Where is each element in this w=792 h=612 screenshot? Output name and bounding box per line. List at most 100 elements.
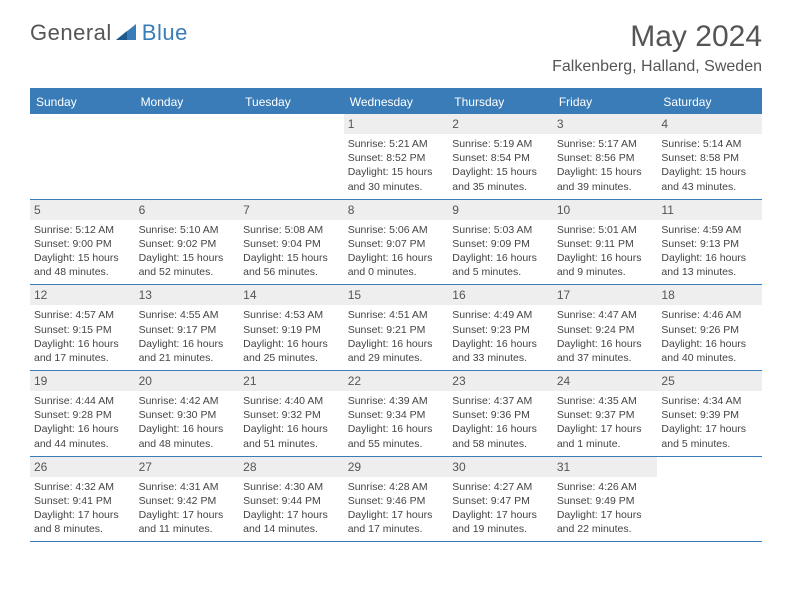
day-number: 27	[135, 457, 240, 477]
calendar-day-cell: 13 Sunrise: 4:55 AMSunset: 9:17 PMDayligh…	[135, 285, 240, 370]
day-number: 8	[344, 200, 449, 220]
day-number: 5	[30, 200, 135, 220]
logo-text-general: General	[30, 20, 112, 46]
weekday-header-row: SundayMondayTuesdayWednesdayThursdayFrid…	[30, 90, 762, 114]
day-number: 16	[448, 285, 553, 305]
weekday-header: Wednesday	[344, 90, 449, 114]
logo: General Blue	[30, 20, 188, 46]
calendar-week-row: 1 Sunrise: 5:21 AMSunset: 8:52 PMDaylight…	[30, 114, 762, 200]
day-number: 29	[344, 457, 449, 477]
month-title: May 2024	[552, 20, 762, 54]
calendar-day-cell	[30, 114, 135, 199]
calendar-day-cell: 24 Sunrise: 4:35 AMSunset: 9:37 PMDayligh…	[553, 371, 658, 456]
calendar-day-cell: 9 Sunrise: 5:03 AMSunset: 9:09 PMDaylight…	[448, 200, 553, 285]
day-sun-info: Sunrise: 4:51 AMSunset: 9:21 PMDaylight:…	[348, 308, 445, 365]
day-sun-info: Sunrise: 4:31 AMSunset: 9:42 PMDaylight:…	[139, 480, 236, 537]
day-sun-info: Sunrise: 5:17 AMSunset: 8:56 PMDaylight:…	[557, 137, 654, 194]
calendar-day-cell	[657, 457, 762, 542]
day-sun-info: Sunrise: 4:40 AMSunset: 9:32 PMDaylight:…	[243, 394, 340, 451]
weekday-header: Monday	[135, 90, 240, 114]
calendar-day-cell: 21 Sunrise: 4:40 AMSunset: 9:32 PMDayligh…	[239, 371, 344, 456]
day-sun-info: Sunrise: 5:12 AMSunset: 9:00 PMDaylight:…	[34, 223, 131, 280]
day-sun-info: Sunrise: 4:27 AMSunset: 9:47 PMDaylight:…	[452, 480, 549, 537]
day-sun-info: Sunrise: 4:37 AMSunset: 9:36 PMDaylight:…	[452, 394, 549, 451]
day-number: 13	[135, 285, 240, 305]
day-sun-info: Sunrise: 4:28 AMSunset: 9:46 PMDaylight:…	[348, 480, 445, 537]
calendar-week-row: 5 Sunrise: 5:12 AMSunset: 9:00 PMDaylight…	[30, 200, 762, 286]
calendar-day-cell	[239, 114, 344, 199]
day-number: 25	[657, 371, 762, 391]
day-sun-info: Sunrise: 4:49 AMSunset: 9:23 PMDaylight:…	[452, 308, 549, 365]
calendar-day-cell: 23 Sunrise: 4:37 AMSunset: 9:36 PMDayligh…	[448, 371, 553, 456]
day-number: 31	[553, 457, 658, 477]
day-number: 2	[448, 114, 553, 134]
day-number: 23	[448, 371, 553, 391]
day-sun-info: Sunrise: 4:39 AMSunset: 9:34 PMDaylight:…	[348, 394, 445, 451]
weekday-header: Friday	[553, 90, 658, 114]
day-number: 11	[657, 200, 762, 220]
weekday-header: Thursday	[448, 90, 553, 114]
day-number: 19	[30, 371, 135, 391]
day-sun-info: Sunrise: 5:06 AMSunset: 9:07 PMDaylight:…	[348, 223, 445, 280]
day-number: 9	[448, 200, 553, 220]
calendar: SundayMondayTuesdayWednesdayThursdayFrid…	[30, 88, 762, 542]
calendar-day-cell: 29 Sunrise: 4:28 AMSunset: 9:46 PMDayligh…	[344, 457, 449, 542]
calendar-day-cell: 8 Sunrise: 5:06 AMSunset: 9:07 PMDaylight…	[344, 200, 449, 285]
calendar-day-cell: 10 Sunrise: 5:01 AMSunset: 9:11 PMDayligh…	[553, 200, 658, 285]
day-sun-info: Sunrise: 5:21 AMSunset: 8:52 PMDaylight:…	[348, 137, 445, 194]
day-number: 14	[239, 285, 344, 305]
day-sun-info: Sunrise: 5:01 AMSunset: 9:11 PMDaylight:…	[557, 223, 654, 280]
logo-sail-icon	[116, 24, 138, 42]
calendar-day-cell: 30 Sunrise: 4:27 AMSunset: 9:47 PMDayligh…	[448, 457, 553, 542]
day-sun-info: Sunrise: 4:44 AMSunset: 9:28 PMDaylight:…	[34, 394, 131, 451]
calendar-week-row: 19 Sunrise: 4:44 AMSunset: 9:28 PMDayligh…	[30, 371, 762, 457]
day-number: 21	[239, 371, 344, 391]
weekday-header: Tuesday	[239, 90, 344, 114]
location-text: Falkenberg, Halland, Sweden	[552, 58, 762, 76]
day-sun-info: Sunrise: 4:47 AMSunset: 9:24 PMDaylight:…	[557, 308, 654, 365]
calendar-day-cell: 20Sunrise: 4:42 AMSunset: 9:30 PMDayligh…	[135, 371, 240, 456]
day-number: 18	[657, 285, 762, 305]
calendar-day-cell: 17Sunrise: 4:47 AMSunset: 9:24 PMDayligh…	[553, 285, 658, 370]
calendar-week-row: 12Sunrise: 4:57 AMSunset: 9:15 PMDayligh…	[30, 285, 762, 371]
day-sun-info: Sunrise: 4:55 AMSunset: 9:17 PMDaylight:…	[139, 308, 236, 365]
day-sun-info: Sunrise: 4:42 AMSunset: 9:30 PMDaylight:…	[139, 394, 236, 451]
weekday-header: Sunday	[30, 90, 135, 114]
calendar-day-cell: 12Sunrise: 4:57 AMSunset: 9:15 PMDayligh…	[30, 285, 135, 370]
calendar-day-cell: 14Sunrise: 4:53 AMSunset: 9:19 PMDayligh…	[239, 285, 344, 370]
calendar-day-cell	[135, 114, 240, 199]
day-sun-info: Sunrise: 4:35 AMSunset: 9:37 PMDaylight:…	[557, 394, 654, 451]
title-block: May 2024 Falkenberg, Halland, Sweden	[552, 20, 762, 76]
calendar-day-cell: 26 Sunrise: 4:32 AMSunset: 9:41 PMDayligh…	[30, 457, 135, 542]
calendar-day-cell: 2Sunrise: 5:19 AMSunset: 8:54 PMDaylight…	[448, 114, 553, 199]
day-sun-info: Sunrise: 4:57 AMSunset: 9:15 PMDaylight:…	[34, 308, 131, 365]
calendar-day-cell: 28Sunrise: 4:30 AMSunset: 9:44 PMDayligh…	[239, 457, 344, 542]
calendar-day-cell: 31 Sunrise: 4:26 AMSunset: 9:49 PMDayligh…	[553, 457, 658, 542]
day-sun-info: Sunrise: 5:10 AMSunset: 9:02 PMDaylight:…	[139, 223, 236, 280]
calendar-day-cell: 7 Sunrise: 5:08 AMSunset: 9:04 PMDaylight…	[239, 200, 344, 285]
logo-text-blue: Blue	[142, 20, 188, 46]
day-sun-info: Sunrise: 4:46 AMSunset: 9:26 PMDaylight:…	[661, 308, 758, 365]
day-sun-info: Sunrise: 5:03 AMSunset: 9:09 PMDaylight:…	[452, 223, 549, 280]
day-sun-info: Sunrise: 4:32 AMSunset: 9:41 PMDaylight:…	[34, 480, 131, 537]
header: General Blue May 2024 Falkenberg, Hallan…	[0, 0, 792, 82]
day-sun-info: Sunrise: 4:26 AMSunset: 9:49 PMDaylight:…	[557, 480, 654, 537]
day-number: 24	[553, 371, 658, 391]
day-number: 1	[344, 114, 449, 134]
calendar-day-cell: 1 Sunrise: 5:21 AMSunset: 8:52 PMDaylight…	[344, 114, 449, 199]
calendar-day-cell: 15Sunrise: 4:51 AMSunset: 9:21 PMDayligh…	[344, 285, 449, 370]
day-sun-info: Sunrise: 4:34 AMSunset: 9:39 PMDaylight:…	[661, 394, 758, 451]
day-number: 28	[239, 457, 344, 477]
day-number: 22	[344, 371, 449, 391]
day-number: 7	[239, 200, 344, 220]
calendar-day-cell: 6Sunrise: 5:10 AMSunset: 9:02 PMDaylight…	[135, 200, 240, 285]
weekday-header: Saturday	[657, 90, 762, 114]
day-number: 30	[448, 457, 553, 477]
calendar-body: 1 Sunrise: 5:21 AMSunset: 8:52 PMDaylight…	[30, 114, 762, 542]
day-number: 3	[553, 114, 658, 134]
day-number: 10	[553, 200, 658, 220]
day-sun-info: Sunrise: 5:08 AMSunset: 9:04 PMDaylight:…	[243, 223, 340, 280]
calendar-day-cell: 3 Sunrise: 5:17 AMSunset: 8:56 PMDaylight…	[553, 114, 658, 199]
calendar-week-row: 26 Sunrise: 4:32 AMSunset: 9:41 PMDayligh…	[30, 457, 762, 543]
day-number: 26	[30, 457, 135, 477]
